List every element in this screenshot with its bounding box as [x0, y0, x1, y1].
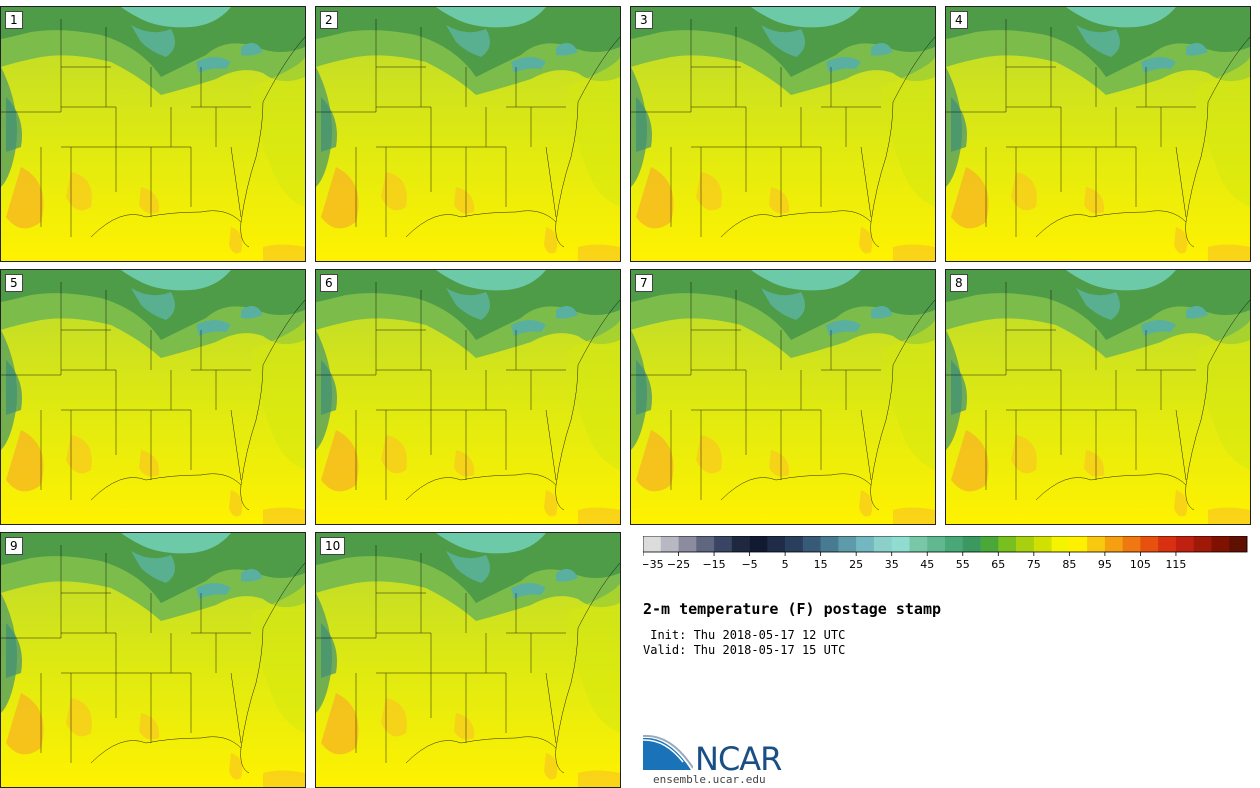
colorbar-swatch	[767, 536, 786, 552]
colorbar-swatch	[1051, 536, 1070, 552]
map-panel-1: 1	[0, 6, 306, 262]
temperature-map	[946, 270, 1250, 524]
colorbar-swatch	[1175, 536, 1195, 552]
temperature-map	[316, 533, 620, 787]
colorbar-tick-label: −25	[667, 558, 690, 571]
logo-text: NCAR	[695, 740, 782, 778]
colorbar-swatch	[980, 536, 999, 552]
colorbar-swatch	[838, 536, 857, 552]
colorbar-swatch	[1104, 536, 1123, 552]
temperature-map	[1, 270, 305, 524]
colorbar-swatch	[696, 536, 715, 552]
ncar-logo-icon	[643, 734, 693, 770]
colorbar-tick-label: 35	[885, 558, 899, 571]
map-panel-10: 10	[315, 532, 621, 788]
member-label: 1	[5, 11, 23, 29]
valid-time: Valid: Thu 2018-05-17 15 UTC	[643, 643, 846, 657]
temperature-map	[316, 270, 620, 524]
colorbar-swatch	[891, 536, 910, 552]
colorbar-tick-label: −15	[702, 558, 725, 571]
colorbar-tick-label: 25	[849, 558, 863, 571]
temperature-map	[1, 7, 305, 261]
member-label: 5	[5, 274, 23, 292]
colorbar-swatch	[1140, 536, 1159, 552]
temperature-map	[946, 7, 1250, 261]
colorbar-swatch	[1229, 536, 1248, 552]
colorbar-tick-label: −5	[741, 558, 757, 571]
colorbar-swatch	[909, 536, 928, 552]
map-panel-8: 8	[945, 269, 1251, 525]
colorbar-swatch	[1122, 536, 1141, 552]
plot-title: 2-m temperature (F) postage stamp	[643, 600, 942, 618]
colorbar-swatch	[749, 536, 768, 552]
colorbar-swatch	[1211, 536, 1230, 552]
colorbar-swatch	[1193, 536, 1212, 552]
colorbar-tick-label: 65	[991, 558, 1005, 571]
map-panel-3: 3	[630, 6, 936, 262]
member-label: 9	[5, 537, 23, 555]
colorbar-swatch	[873, 536, 893, 552]
colorbar: −35 −25 −15 −5 5 15 25 35 45 55 65 75 85 95 105 115	[643, 536, 1248, 571]
colorbar-swatch	[945, 536, 964, 552]
member-label: 2	[320, 11, 338, 29]
member-label: 7	[635, 274, 653, 292]
colorbar-tick-label: 45	[920, 558, 934, 571]
colorbar-swatch	[660, 536, 679, 552]
colorbar-swatch	[678, 536, 697, 552]
colorbar-tick-label: 85	[1062, 558, 1076, 571]
member-label: 8	[950, 274, 968, 292]
colorbar-tick-label: −35	[643, 558, 664, 571]
colorbar-swatch	[643, 536, 662, 552]
colorbar-swatch	[820, 536, 839, 552]
map-panel-7: 7	[630, 269, 936, 525]
map-panel-9: 9	[0, 532, 306, 788]
colorbar-swatch	[802, 536, 821, 552]
colorbar-swatch	[785, 536, 804, 552]
colorbar-tick-label: 55	[956, 558, 970, 571]
map-panel-2: 2	[315, 6, 621, 262]
temperature-map	[1, 533, 305, 787]
member-label: 3	[635, 11, 653, 29]
temperature-map	[631, 7, 935, 261]
colorbar-swatch	[962, 536, 981, 552]
colorbar-frame	[643, 536, 1248, 553]
colorbar-tick-label: 5	[782, 558, 789, 571]
map-panel-4: 4	[945, 6, 1251, 262]
colorbar-swatch	[1016, 536, 1035, 552]
map-panel-6: 6	[315, 269, 621, 525]
colorbar-tick-label: 95	[1098, 558, 1112, 571]
colorbar-tick-label: 75	[1027, 558, 1041, 571]
colorbar-swatch	[1087, 536, 1106, 552]
logo-url: ensemble.ucar.edu	[653, 773, 766, 786]
colorbar-tick-label: 115	[1165, 558, 1186, 571]
colorbar-tick-label: 105	[1130, 558, 1151, 571]
init-time: Init: Thu 2018-05-17 12 UTC	[643, 628, 846, 642]
temperature-map	[631, 270, 935, 524]
temperature-map	[316, 7, 620, 261]
member-label: 6	[320, 274, 338, 292]
member-label: 4	[950, 11, 968, 29]
colorbar-tick-label: 15	[814, 558, 828, 571]
colorbar-swatch	[731, 536, 750, 552]
colorbar-swatch	[1033, 536, 1052, 552]
member-label: 10	[320, 537, 346, 555]
colorbar-swatch	[927, 536, 946, 552]
colorbar-swatch	[714, 536, 733, 552]
colorbar-swatch	[1069, 536, 1088, 552]
colorbar-swatch	[998, 536, 1017, 552]
colorbar-swatch	[856, 536, 875, 552]
colorbar-swatch	[1158, 536, 1177, 552]
map-panel-5: 5	[0, 269, 306, 525]
